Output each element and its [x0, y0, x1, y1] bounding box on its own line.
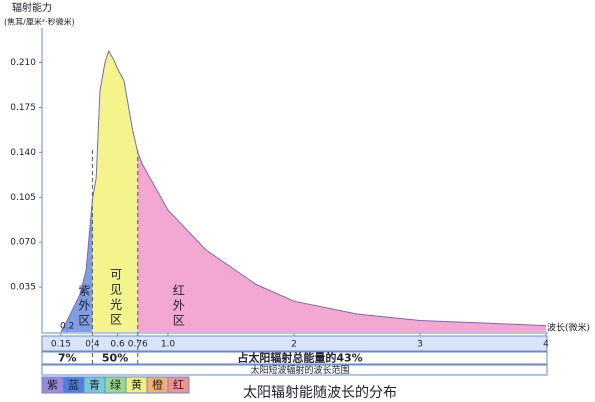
region-share: 7%	[58, 352, 77, 365]
y-tick-label: 0.140	[10, 148, 36, 158]
region-label: 可见光区	[109, 268, 123, 328]
x-tick-label: 1.0	[161, 340, 176, 350]
range-label: 太阳短波辐射的波长范围	[250, 364, 349, 376]
spectrum-label: 黄	[131, 378, 142, 392]
curve	[60, 49, 547, 333]
x-tick-label: 4	[543, 340, 549, 350]
x-tick-label: 0.4	[85, 340, 100, 350]
spectrum-label: 蓝	[68, 379, 79, 392]
x-tick-label: 3	[417, 340, 423, 350]
y-tick-label: 0.035	[10, 283, 36, 293]
share-band	[41, 351, 548, 365]
region-label: 紫外区	[77, 284, 91, 329]
region-label: 红外区	[171, 283, 185, 329]
spectrum-label: 橙	[152, 378, 163, 392]
caption: 太阳辐射能随波长的分布	[243, 385, 397, 401]
y-tick-label: 0.105	[10, 193, 36, 203]
spectrum-swatch	[167, 376, 190, 394]
region-area	[60, 199, 93, 332]
spectrum-label: 紫	[47, 379, 58, 392]
x-axis-title: 波长(微米)	[547, 322, 590, 334]
x-tick-label: 0.6	[110, 340, 125, 350]
x-tick-label: 0.2	[60, 322, 74, 332]
region-area	[92, 50, 138, 332]
region-area	[137, 152, 546, 332]
spectrum-label: 红	[173, 379, 184, 392]
x-tick-label: 0.76	[128, 340, 148, 350]
y-axis-title: 辐射能力	[12, 1, 52, 14]
y-tick-label: 0.070	[10, 238, 36, 248]
plot	[60, 50, 546, 332]
y-tick-label: 0.210	[10, 58, 36, 68]
spectrum-label: 绿	[110, 378, 121, 392]
overlay: 0.035 0.070 0.105 0.140 0.175 0.210 紫外区 7% 可见光区 5…	[10, 49, 549, 394]
region-share: 占太阳辐射总能量的43%	[237, 351, 362, 365]
spectrum-label: 青	[89, 379, 100, 392]
x-tick-label: 2	[291, 340, 297, 350]
range-band	[41, 364, 548, 376]
region-share: 50%	[102, 352, 128, 365]
y-tick-label: 0.175	[10, 103, 36, 113]
x-tick-label: 0.15	[51, 340, 71, 350]
y-axis-unit: (焦耳/厘米²·秒微米)	[4, 17, 75, 27]
